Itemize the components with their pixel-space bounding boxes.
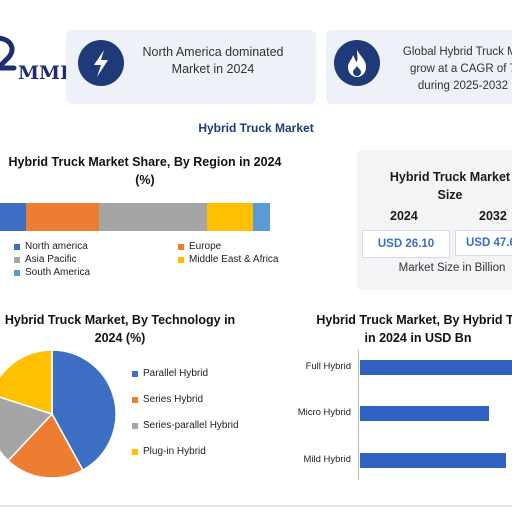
legend-label: Parallel Hybrid (143, 368, 209, 379)
type-chart-title: Hybrid Truck Market, By Hybrid Ty in 202… (316, 313, 512, 345)
technology-legend-item: Series Hybrid (132, 394, 203, 405)
bottom-divider (0, 505, 512, 507)
legend-swatch (132, 448, 138, 455)
region-bar-segment (99, 203, 208, 231)
legend-label: Series Hybrid (143, 394, 204, 405)
legend-swatch (132, 422, 138, 429)
region-chart-title: Hybrid Truck Market Share, By Region in … (8, 155, 282, 187)
technology-pie-chart (0, 349, 117, 479)
legend-swatch (14, 269, 20, 276)
legend-swatch (178, 256, 184, 263)
bar-category-label: Full Hybrid (305, 361, 351, 372)
market-size-title: Hybrid Truck Market Size (389, 170, 511, 202)
highlight-text-1: North America dominated Market in 2024 (142, 45, 284, 76)
market-size-panel (357, 150, 512, 290)
legend-label: South America (25, 267, 91, 278)
y-axis-line (358, 350, 359, 480)
region-legend-item: Middle East & Africa (178, 254, 278, 265)
region-bar-segment (25, 203, 100, 231)
legend-label: Series-parallel Hybrid (143, 420, 239, 431)
technology-legend-item: Series-parallel Hybrid (132, 420, 239, 431)
technology-chart-title: Hybrid Truck Market, By Technology in 20… (4, 313, 236, 345)
region-legend-item: North america (14, 241, 88, 252)
region-legend-item: Asia Pacific (14, 254, 77, 265)
pie-slice (51, 349, 117, 472)
legend-swatch (14, 243, 20, 250)
bar (360, 453, 507, 468)
value-2024: USD 26.10 (362, 230, 450, 258)
legend-label: North america (25, 241, 88, 252)
technology-legend-item: Parallel Hybrid (132, 368, 208, 379)
bar (360, 406, 489, 421)
year-2024-label: 2024 (390, 209, 418, 223)
region-legend-item: Europe (178, 241, 221, 252)
bar (360, 360, 512, 375)
bar-category-label: Mild Hybrid (303, 454, 351, 465)
mmr-logo-mark (0, 35, 17, 71)
legend-swatch (14, 256, 20, 263)
lightning-icon (78, 40, 124, 86)
legend-label: Middle East & Africa (189, 254, 279, 265)
highlight-text-2: Global Hybrid Truck Ma grow at a CAGR of… (402, 46, 512, 92)
legend-swatch (178, 243, 184, 250)
legend-label: Plug-in Hybrid (143, 446, 206, 457)
legend-swatch (132, 396, 138, 403)
legend-label: Europe (189, 241, 222, 252)
flame-icon (334, 40, 380, 86)
legend-swatch (132, 370, 138, 377)
legend-label: Asia Pacific (25, 254, 77, 265)
pie-slice (7, 412, 84, 479)
bar-category-label: Micro Hybrid (297, 407, 351, 418)
logo-text: MMR (18, 62, 76, 84)
region-bar-segment (0, 203, 26, 231)
region-legend-item: South America (14, 267, 90, 278)
main-title: Hybrid Truck Market (198, 121, 314, 135)
region-bar-segment (252, 203, 270, 231)
technology-legend-item: Plug-in Hybrid (132, 446, 206, 457)
market-size-footer: Market Size in Billion (398, 262, 506, 274)
region-bar-segment (207, 203, 253, 231)
year-2032-label: 2032 (479, 209, 507, 223)
value-2032: USD 47.6 (455, 230, 512, 256)
pie-slice (0, 349, 53, 416)
pie-slice (0, 396, 54, 462)
